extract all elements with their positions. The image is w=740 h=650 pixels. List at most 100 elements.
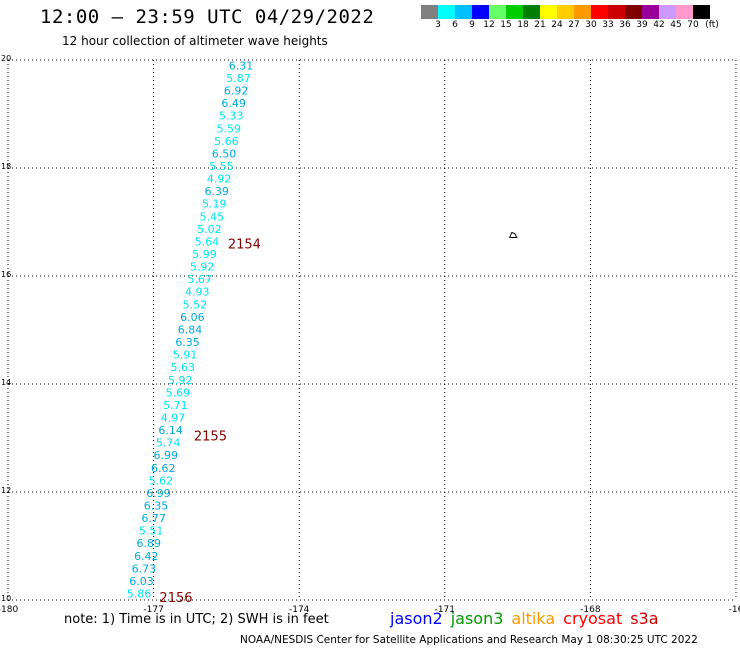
wave-height-label: 5.92 [190,261,215,274]
wave-height-label: 6.14 [158,424,183,437]
y-tick-label: 14 [1,378,11,387]
footer-credit: NOAA/NESDIS Center for Satellite Applica… [240,634,698,646]
wave-height-label: 6.73 [132,562,157,575]
wave-height-label: 6.35 [175,336,200,349]
wave-height-label: 4.92 [207,173,232,186]
legend-swatch [438,5,455,19]
legend-swatch [659,5,676,19]
wave-height-label: 5.62 [149,474,174,487]
legend-swatch [693,5,710,19]
wave-height-label: 5.52 [183,298,208,311]
legend-label: 6 [452,20,458,30]
pass-time-label: 2155 [194,429,227,444]
wave-height-label: 6.39 [204,185,229,198]
legend-swatch [489,5,506,19]
legend-label: 15 [500,20,512,30]
wave-height-label: 5.69 [166,386,191,399]
map-subtitle: 12 hour collection of altimeter wave hei… [62,34,328,48]
legend-swatch [591,5,608,19]
legend-label: 27 [568,20,580,30]
wave-height-label: 5.66 [214,135,239,148]
y-tick-label: 18 [1,162,11,171]
wave-height-label: 5.02 [197,223,222,236]
legend-swatch [676,5,693,19]
x-tick-label: -168 [580,605,601,615]
legend-swatch [540,5,557,19]
wave-height-label: 6.03 [129,575,154,588]
wave-height-label: 5.63 [170,361,195,374]
pass-time-label: 2156 [159,591,192,606]
wave-height-label: 5.67 [187,273,212,286]
legend-label: 42 [653,20,665,30]
legend-swatch [506,5,523,19]
wave-height-label: 5.19 [202,198,227,211]
wave-height-label: 6.49 [221,97,246,110]
wave-height-label: 6.62 [151,462,176,475]
wave-height-label: 6.92 [224,85,249,98]
x-tick-label: -174 [289,605,310,615]
pass-time-label: 2154 [228,238,261,253]
mission-jason3: jason3 [450,609,504,628]
legend-swatch [523,5,540,19]
x-tick-label: -171 [435,605,455,615]
color-legend: 3 6 9 12 15 18 21 24 27 30 33 36 39 42 45 70 (ft) [421,5,740,33]
wave-height-label: 5.59 [217,122,242,135]
wave-height-label: 6.06 [180,311,205,324]
legend-swatch [574,5,591,19]
legend-swatch [472,5,489,19]
legend-color-bar [421,5,740,19]
footer-note: note: 1) Time is in UTC; 2) SWH is in fe… [64,612,329,627]
wave-height-label: 6.99 [146,487,171,500]
y-tick-label: 10 [1,594,11,603]
wave-height-label: 6.77 [141,512,166,525]
x-tick-label: -180 [0,605,18,615]
wave-height-label: 5.92 [168,374,193,387]
mission-altika: altika [511,609,556,628]
y-tick-label: 12 [1,486,11,495]
wave-height-label: 6.89 [136,537,161,550]
legend-label: 24 [551,20,563,30]
wave-height-label: 5.51 [139,525,164,538]
legend-label: 30 [585,20,597,30]
legend-label: 45 [670,20,682,30]
wave-height-label: 5.45 [200,210,225,223]
legend-label: 18 [517,20,529,30]
legend-swatch [455,5,472,19]
wave-height-label: 4.93 [185,286,210,299]
x-tick-label: -177 [143,605,163,615]
wave-height-label: 6.31 [229,59,254,72]
legend-label: (ft) [705,20,719,30]
wave-height-label: 5.64 [195,235,220,248]
wave-height-label: 5.33 [219,110,244,123]
legend-label: 9 [469,20,475,30]
wave-height-label: 5.87 [226,72,251,85]
wave-height-label: 5.71 [163,399,188,412]
legend-labels: 3 6 9 12 15 18 21 24 27 30 33 36 39 42 45 70 (ft) [421,19,740,33]
legend-swatch [608,5,625,19]
legend-label: 33 [602,20,614,30]
x-tick-label: -16 [729,605,740,615]
wave-height-label: 5.74 [156,437,181,450]
wave-height-label: 6.99 [153,449,178,462]
mission-jason2: jason2 [390,609,443,628]
mission-cryosat: cryosat [563,609,623,628]
wave-height-label: 6.42 [134,550,159,563]
wave-height-label: 6.50 [212,147,237,160]
mission-legend: jason2 jason3 altika cryosat s3a [390,609,667,628]
y-tick-label: 20 [1,54,11,63]
wave-height-label: 5.99 [192,248,217,261]
wave-height-label: 5.86 [127,588,152,601]
mission-s3a: s3a [630,609,659,628]
y-tick-label: 16 [1,270,11,279]
map-title: 12:00 – 23:59 UTC 04/29/2022 [40,6,375,28]
wave-height-label: 6.84 [178,323,203,336]
legend-swatch [625,5,642,19]
legend-label: 3 [435,20,441,30]
wave-height-label: 5.91 [173,349,198,362]
legend-label: 12 [483,20,495,30]
legend-swatch [642,5,659,19]
legend-swatch [557,5,574,19]
legend-swatch [421,5,438,19]
legend-label: 21 [534,20,546,30]
